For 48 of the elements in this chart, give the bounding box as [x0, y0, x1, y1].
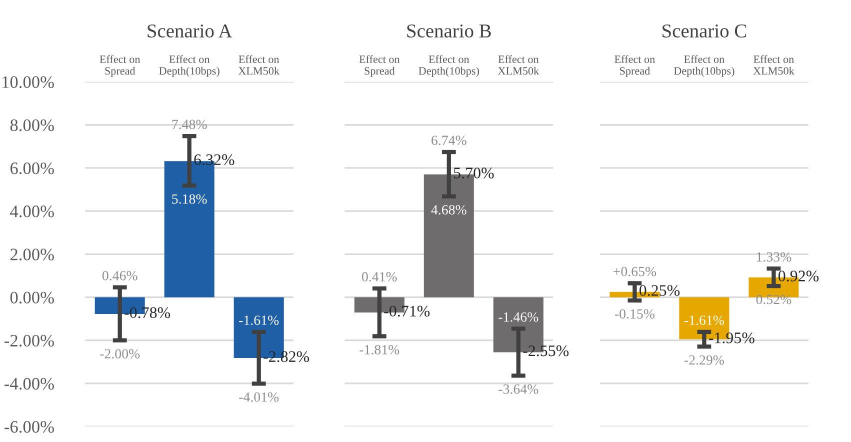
x-tick-label: Effect on Spread	[614, 55, 655, 77]
chart-title: Scenario A	[148, 24, 232, 38]
annotation: -1.61%	[239, 316, 279, 326]
annotation: -1.46%	[498, 312, 538, 322]
data-label: -2.82%	[264, 351, 310, 362]
data-label: -1.95%	[708, 332, 754, 344]
data-label: -2.55%	[523, 345, 569, 356]
annotation: 7.48%	[172, 120, 207, 130]
annotation: 0.46%	[102, 270, 138, 280]
annotation: 1.33%	[756, 252, 792, 262]
y-tick-label: 4.00%	[10, 206, 54, 218]
data-label: 0.25%	[639, 285, 680, 296]
x-tick-label: Effect on Spread	[100, 55, 140, 77]
x-tick-label: Effect on XLM50k	[238, 55, 280, 75]
annotation: 0.41%	[362, 272, 397, 282]
annotation: -1.81%	[360, 344, 400, 354]
x-tick-label: Effect on XLM50k	[498, 55, 540, 75]
y-tick-label: 0.00%	[10, 292, 54, 304]
y-tick-label: -6.00%	[4, 421, 54, 433]
annotation: 0.52%	[756, 294, 792, 304]
data-label: 5.70%	[454, 168, 494, 178]
annotation: -0.15%	[614, 309, 654, 319]
annotation: 5.18%	[172, 194, 207, 204]
y-tick-label: 6.00%	[10, 162, 54, 174]
annotation: +0.65%	[614, 266, 656, 276]
annotation: -2.00%	[100, 349, 140, 359]
annotation: -4.01%	[239, 392, 279, 402]
x-tick-label: Effect on Depth(10bps)	[674, 55, 734, 77]
y-tick-label: 8.00%	[10, 119, 54, 132]
y-tick-label: -2.00%	[4, 334, 54, 347]
annotation: -3.64%	[498, 384, 538, 394]
x-tick-label: Effect on Spread	[359, 55, 400, 77]
data-label: -0.71%	[384, 306, 430, 317]
data-label: 6.32%	[194, 154, 234, 166]
y-tick-label: -4.00%	[4, 378, 54, 390]
y-tick-label: 2.00%	[10, 248, 54, 260]
x-tick-label: Effect on XLM50k	[753, 55, 794, 75]
data-label: 0.92%	[778, 270, 819, 282]
chart-title: Scenario C	[662, 24, 746, 38]
x-tick-label: Effect on Depth(10bps)	[418, 55, 479, 77]
chart-title: Scenario B	[407, 24, 491, 38]
y-tick-label: 10.00%	[2, 76, 54, 88]
data-label: -0.78%	[124, 307, 170, 318]
annotation: -1.61%	[684, 316, 724, 326]
annotation: -2.29%	[684, 355, 724, 365]
annotation: 6.74%	[432, 136, 466, 146]
x-tick-label: Effect on Depth(10bps)	[159, 55, 220, 77]
annotation: 4.68%	[431, 205, 466, 215]
